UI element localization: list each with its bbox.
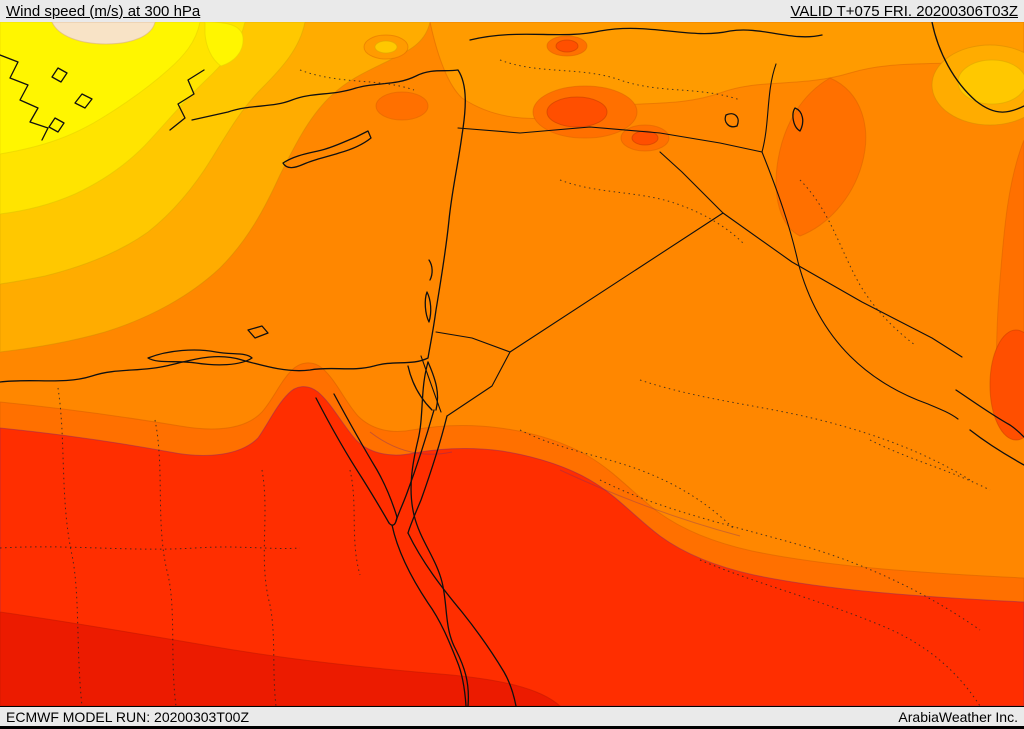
coastline-turkey-west (169, 69, 205, 131)
footer-bar: ECMWF MODEL RUN: 20200303T00Z ArabiaWeat… (0, 706, 1024, 729)
band-orange-deep-right-stripe (775, 77, 867, 237)
band-red-orange-blob-3 (555, 39, 579, 53)
coastline-persian-gulf-north (955, 389, 1024, 438)
border-turkey-syria (457, 126, 763, 153)
coastline-sinai-west (333, 393, 398, 518)
coastlines (0, 22, 1024, 706)
border-syria-iraq (659, 151, 724, 214)
border-iraq-saudi (722, 212, 963, 358)
dotted-boundary-1 (57, 387, 83, 706)
band-ring-inner-anatolia (374, 40, 398, 54)
band-red-orange-gulf (989, 329, 1024, 441)
country-borders (420, 63, 963, 420)
lake-dead-sea (424, 291, 432, 323)
coastline-aegean (0, 54, 49, 141)
island-rhodes (247, 325, 269, 339)
border-jordan-saudi-west (446, 351, 511, 417)
band-gold-topright (957, 59, 1024, 105)
contour-line-red-inner-2 (559, 469, 741, 537)
band-red-orange-blob-1 (546, 96, 608, 128)
island-aegean-1 (51, 67, 68, 83)
coastline-gulf-aqaba-east (407, 415, 448, 534)
map-title: Wind speed (m/s) at 300 hPa (6, 2, 201, 20)
valid-time-label: VALID T+075 FRI. 20200306T03Z (790, 2, 1019, 20)
provider-label: ArabiaWeather Inc. (898, 708, 1018, 725)
wind-speed-contour-map (0, 22, 1024, 706)
coastline-black-sea (469, 27, 823, 41)
dotted-boundary-3 (261, 469, 277, 706)
river-nile-delta-east (427, 361, 439, 411)
dotted-boundary-4 (349, 469, 361, 576)
border-egypt-israel (420, 355, 442, 413)
map-area (0, 22, 1024, 706)
dotted-boundary-13 (869, 439, 991, 491)
coastline-red-sea-west (391, 524, 467, 706)
coastline-caspian (931, 22, 1024, 113)
band-yellow-bright-northwest (0, 22, 201, 155)
band-yellow-bright-hook (204, 22, 244, 67)
band-red-orange-blob-2 (631, 130, 659, 146)
river-nile (410, 361, 470, 706)
band-red-deep-bottom (0, 611, 561, 706)
dotted-boundary-2 (154, 419, 177, 706)
dotted-boundary-14 (299, 69, 415, 91)
coastline-mediterranean (0, 69, 466, 383)
island-crete (147, 349, 253, 366)
island-aegean-2 (74, 93, 93, 109)
band-cream-core (51, 22, 156, 45)
contour-line-red-inner-1 (369, 431, 453, 455)
coastline-red-sea-east (407, 532, 517, 706)
dotted-boundary-6 (519, 429, 736, 531)
band-red-south (0, 386, 1024, 706)
lake-galilee (428, 259, 433, 281)
band-orange-deep-anatolia (375, 91, 429, 121)
coastline-gulf-suez-west (315, 397, 390, 524)
contour-bands (0, 22, 1024, 706)
dotted-boundary-7 (639, 379, 971, 481)
border-turkey-east (761, 63, 777, 153)
border-israel-jordan (435, 331, 511, 353)
dotted-boundary-12 (699, 559, 981, 706)
dotted-boundary-8 (599, 479, 981, 631)
border-iraq-iran (761, 151, 959, 420)
lake-urmia (792, 107, 804, 132)
dotted-boundary-5 (0, 546, 301, 550)
dotted-boundaries (0, 59, 991, 706)
coastline-gulf-aqaba-west (395, 409, 435, 522)
river-nile-delta-west (407, 365, 433, 411)
header-bar: Wind speed (m/s) at 300 hPa VALID T+075 … (0, 0, 1024, 22)
dotted-boundary-11 (559, 179, 746, 246)
border-jordan-iraq-saudi-diagonal (509, 212, 724, 353)
island-aegean-3 (48, 117, 65, 133)
lake-van (724, 113, 739, 128)
island-cyprus (282, 130, 372, 169)
dotted-boundary-9 (799, 179, 916, 346)
model-run-label: ECMWF MODEL RUN: 20200303T00Z (6, 708, 249, 725)
coastline-persian-gulf-south (969, 429, 1024, 466)
